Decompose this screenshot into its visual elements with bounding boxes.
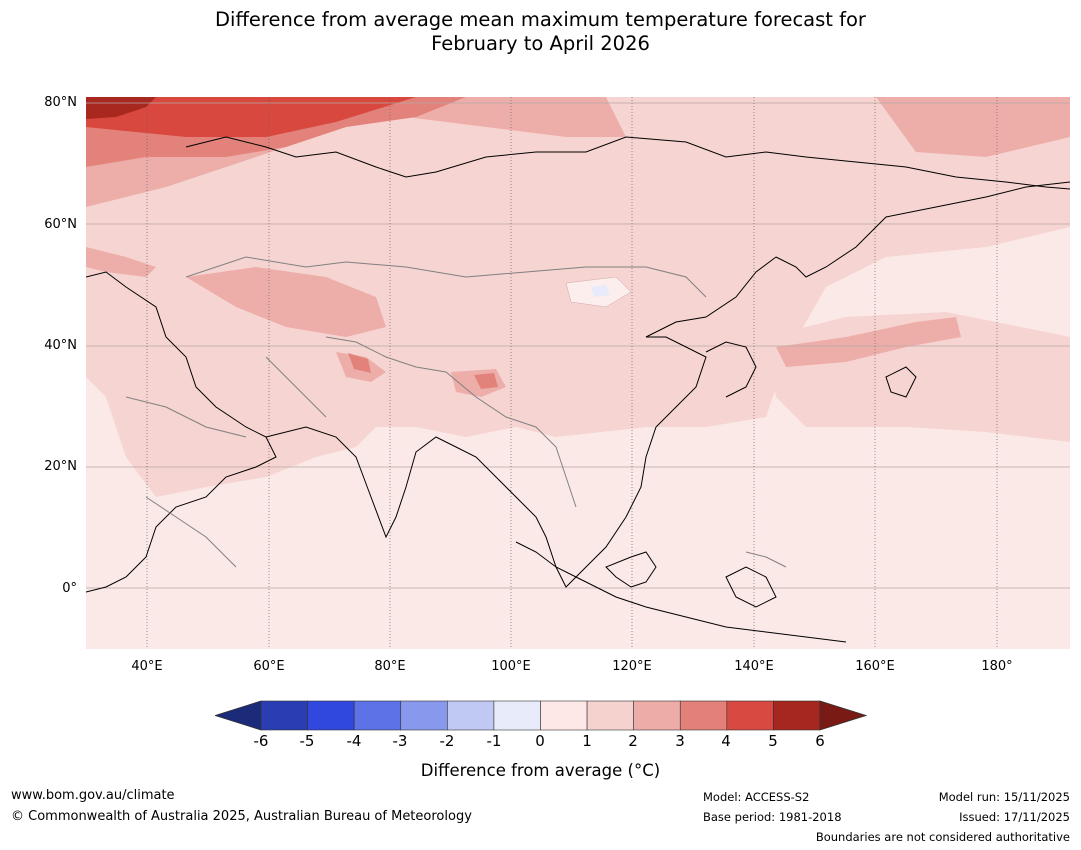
color-bar-tick: 0 bbox=[535, 732, 545, 750]
color-bar-cell bbox=[633, 700, 681, 731]
bom-url-link[interactable]: www.bom.gov.au/climate bbox=[11, 788, 175, 803]
lon-label-140e: 140°E bbox=[734, 659, 774, 674]
lon-label-100e: 100°E bbox=[491, 659, 531, 674]
anomaly-zone-2-3-pacific bbox=[776, 317, 961, 367]
color-bar-arrow-low bbox=[215, 700, 262, 731]
color-bar-cell bbox=[447, 700, 495, 731]
color-bar-cell bbox=[773, 700, 821, 731]
color-bar-cells bbox=[260, 700, 821, 731]
base-period-text: Base period: 1981-2018 bbox=[703, 810, 842, 824]
color-bar-tick: 6 bbox=[815, 732, 825, 750]
anomaly-zone-5-6-arctic bbox=[86, 97, 156, 119]
color-bar-tick: 5 bbox=[768, 732, 778, 750]
lon-label-160e: 160°E bbox=[855, 659, 895, 674]
color-bar bbox=[215, 700, 867, 731]
color-bar-tick: 3 bbox=[675, 732, 685, 750]
color-bar-cell bbox=[260, 700, 308, 731]
coastlines bbox=[86, 136, 1070, 643]
anomaly-zone-4-5-arctic bbox=[86, 97, 416, 137]
color-bar-label: Difference from average (°C) bbox=[420, 761, 661, 780]
lon-label-60e: 60°E bbox=[253, 659, 285, 674]
color-bar-cell bbox=[307, 700, 355, 731]
disclaimer-text: Boundaries are not considered authoritat… bbox=[815, 830, 1070, 844]
color-bar-tick: 1 bbox=[582, 732, 592, 750]
national-borders bbox=[125, 256, 787, 568]
lat-label-60n: 60°N bbox=[44, 217, 77, 232]
color-bar-tick: -4 bbox=[346, 732, 362, 750]
color-bar-tick: -5 bbox=[299, 732, 315, 750]
lon-label-40e: 40°E bbox=[131, 659, 163, 674]
lon-label-120e: 120°E bbox=[612, 659, 652, 674]
color-bar-cell bbox=[679, 700, 728, 731]
color-bar-cell bbox=[586, 700, 634, 731]
color-bar-cell bbox=[400, 700, 448, 731]
anomaly-zone-3-4-china bbox=[474, 373, 498, 389]
lon-label-180: 180° bbox=[981, 659, 1013, 674]
map-canvas bbox=[86, 97, 1070, 649]
lat-label-40n: 40°N bbox=[44, 338, 77, 353]
anomaly-zone-2-3-caspian bbox=[86, 247, 156, 277]
model-run-text: Model run: 15/11/2025 bbox=[938, 790, 1070, 804]
lat-label-20n: 20°N bbox=[44, 459, 77, 474]
copyright-text: © Commonwealth of Australia 2025, Austra… bbox=[11, 809, 472, 824]
map-title: Difference from average mean maximum tem… bbox=[0, 8, 1081, 56]
color-bar-tick: 4 bbox=[721, 732, 731, 750]
title-line-1: Difference from average mean maximum tem… bbox=[215, 8, 866, 31]
issued-text: Issued: 17/11/2025 bbox=[959, 810, 1070, 824]
forecast-map bbox=[86, 97, 1070, 649]
lat-label-0: 0° bbox=[62, 581, 77, 596]
color-bar-tick: -6 bbox=[253, 732, 269, 750]
anomaly-zone-3-4-tibet bbox=[348, 353, 371, 373]
color-bar-cell bbox=[493, 700, 541, 731]
color-bar-tick: 2 bbox=[628, 732, 638, 750]
lat-label-80n: 80°N bbox=[44, 95, 77, 110]
color-bar-cell bbox=[540, 700, 588, 731]
color-bar-cell bbox=[726, 700, 774, 731]
model-text: Model: ACCESS-S2 bbox=[703, 790, 810, 804]
anomaly-zone-2-3-central-asia bbox=[186, 267, 386, 337]
latitude-gridlines bbox=[86, 102, 1070, 589]
color-bar-cell bbox=[353, 700, 402, 731]
color-bar-tick: -1 bbox=[486, 732, 502, 750]
color-bar-tick: -3 bbox=[392, 732, 408, 750]
anomaly-zone-minus1-0 bbox=[591, 285, 610, 297]
lon-label-80e: 80°E bbox=[374, 659, 406, 674]
title-line-2: February to April 2026 bbox=[431, 32, 650, 55]
color-bar-arrow-high bbox=[819, 700, 867, 731]
color-bar-tick: -2 bbox=[439, 732, 455, 750]
